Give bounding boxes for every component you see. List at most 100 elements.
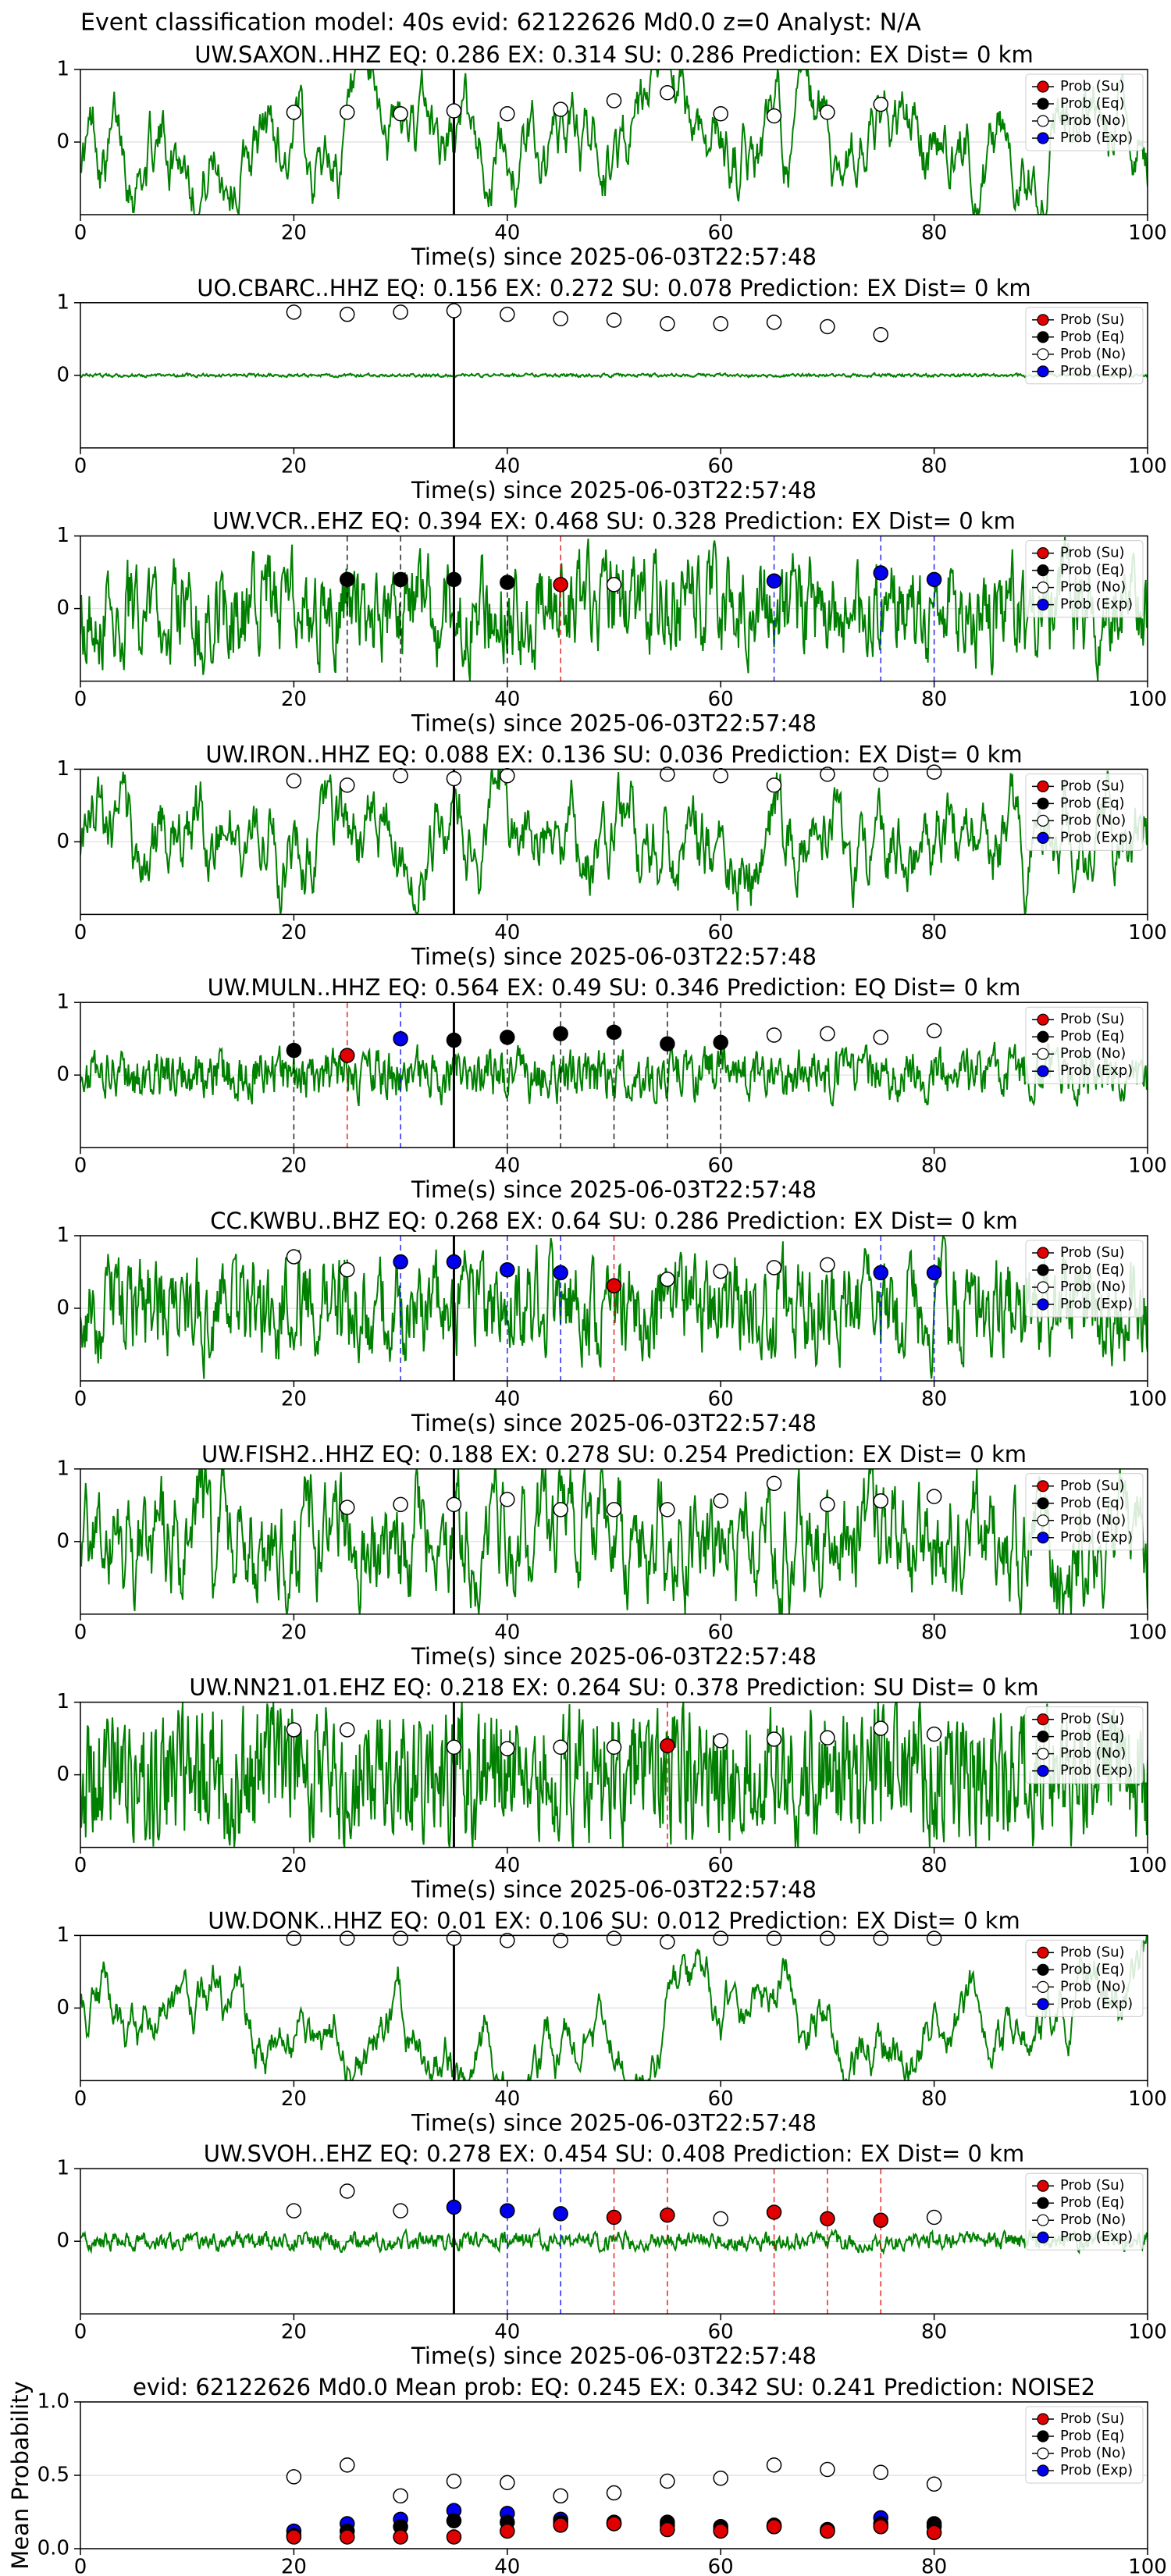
x-axis-label: Time(s) since 2025-06-03T22:57:48 <box>411 2109 817 2136</box>
probability-point <box>660 316 675 332</box>
legend-marker <box>1037 2231 1049 2243</box>
probability-point <box>553 1739 568 1756</box>
axes-frame <box>80 2401 1148 2549</box>
x-tick-label: 40 <box>494 921 520 945</box>
legend-label: Prob (Eq) <box>1060 1261 1125 1278</box>
probability-point <box>820 1730 835 1745</box>
legend-box <box>1025 2406 1144 2484</box>
x-tick-label: 20 <box>281 2556 307 2576</box>
legend-label: Prob (No) <box>1060 346 1126 362</box>
probability-point <box>660 85 675 101</box>
legend-label: Prob (No) <box>1060 579 1126 596</box>
probability-point <box>446 2513 462 2529</box>
probability-point <box>446 2529 462 2545</box>
legend-marker <box>1037 797 1049 810</box>
x-tick-label: 100 <box>1128 454 1167 478</box>
probability-point <box>873 1493 888 1509</box>
legend-box <box>1025 773 1144 851</box>
x-tick-label: 80 <box>921 1854 947 1877</box>
x-tick-label: 0 <box>74 454 87 478</box>
y-tick-label: 0 <box>56 1763 69 1786</box>
legend-marker <box>1037 1748 1049 1760</box>
probability-point <box>713 1733 728 1749</box>
probability-point <box>393 768 408 784</box>
probability-point <box>660 1036 675 1051</box>
legend-label: Prob (No) <box>1060 2211 1126 2228</box>
legend-marker <box>1037 1946 1049 1959</box>
waveform <box>80 1935 1148 2081</box>
legend-marker <box>1037 1731 1049 1743</box>
probability-point <box>766 315 782 330</box>
y-tick-label: 1 <box>56 757 69 781</box>
probability-point <box>340 1500 355 1515</box>
panel: UW.SAXON..HHZ EQ: 0.286 EX: 0.314 SU: 0.… <box>56 41 1166 270</box>
x-tick-label: 40 <box>494 222 520 245</box>
legend-marker <box>1037 1298 1049 1311</box>
probability-point <box>393 571 408 588</box>
panel: UW.MULN..HHZ EQ: 0.564 EX: 0.49 SU: 0.34… <box>56 974 1166 1203</box>
probability-point <box>340 1261 355 1278</box>
y-tick-label: 0.0 <box>37 2537 69 2560</box>
x-tick-label: 0 <box>74 921 87 945</box>
panel-title: UO.CBARC..HHZ EQ: 0.156 EX: 0.272 SU: 0.… <box>197 275 1030 301</box>
waveform <box>80 69 1148 215</box>
x-tick-label: 20 <box>281 222 307 245</box>
x-axis-label: Time(s) since 2025-06-03T22:57:48 <box>411 943 817 970</box>
probability-point <box>553 577 568 592</box>
probability-point <box>713 316 728 332</box>
legend-marker <box>1037 2430 1049 2443</box>
x-tick-label: 80 <box>921 688 947 711</box>
x-tick-label: 40 <box>494 454 520 478</box>
probability-point <box>553 101 568 117</box>
probability-point <box>553 2517 568 2533</box>
axes-frame <box>80 69 1148 215</box>
legend-label: Prob (Exp) <box>1060 2462 1133 2478</box>
panel: UO.CBARC..HHZ EQ: 0.156 EX: 0.272 SU: 0.… <box>56 275 1166 503</box>
legend-label: Prob (Exp) <box>1060 1062 1133 1079</box>
probability-point <box>713 2471 728 2486</box>
y-tick-label: 1 <box>56 1224 69 1247</box>
axes-frame <box>80 1468 1148 1615</box>
panel: UW.FISH2..HHZ EQ: 0.188 EX: 0.278 SU: 0.… <box>56 1441 1166 1670</box>
legend-marker <box>1037 1514 1049 1527</box>
probability-point <box>873 767 888 782</box>
axes-frame <box>80 302 1148 449</box>
y-tick-label: 1 <box>56 1923 69 1947</box>
x-tick-label: 100 <box>1128 2087 1167 2111</box>
y-tick-label: 0 <box>56 130 69 154</box>
waveform <box>80 1468 1148 1614</box>
x-tick-label: 80 <box>921 1155 947 1178</box>
x-tick-label: 100 <box>1128 2556 1167 2576</box>
x-tick-label: 40 <box>494 1621 520 1644</box>
legend-box <box>1025 73 1144 151</box>
probability-point <box>873 1720 888 1736</box>
legend-label: Prob (Eq) <box>1060 1961 1125 1977</box>
probability-point <box>393 1930 408 1946</box>
legend-box <box>1025 1240 1144 1318</box>
legend-marker <box>1037 1281 1049 1293</box>
probability-point <box>660 2473 675 2489</box>
legend-label: Prob (Su) <box>1060 78 1125 94</box>
legend-label: Prob (Su) <box>1060 2177 1125 2194</box>
panel: UW.IRON..HHZ EQ: 0.088 EX: 0.136 SU: 0.0… <box>56 741 1166 970</box>
probability-point <box>926 2476 942 2492</box>
x-tick-label: 20 <box>281 2321 307 2344</box>
legend-label: Prob (No) <box>1060 2445 1126 2461</box>
probability-point <box>286 1249 302 1265</box>
x-tick-label: 60 <box>708 1854 734 1877</box>
probability-point <box>873 2212 888 2228</box>
probability-point <box>926 1930 942 1946</box>
probability-point <box>340 105 355 120</box>
legend-marker <box>1037 2179 1049 2192</box>
panel-title: UW.NN21.01.EHZ EQ: 0.218 EX: 0.264 SU: 0… <box>189 1674 1038 1701</box>
probability-point <box>393 2529 408 2545</box>
probability-point <box>500 1492 515 1507</box>
probability-point <box>340 2529 355 2545</box>
probability-point <box>446 1930 462 1946</box>
probability-point <box>660 1738 675 1754</box>
probability-point <box>713 2523 728 2539</box>
panel: CC.KWBU..BHZ EQ: 0.268 EX: 0.64 SU: 0.28… <box>56 1208 1166 1436</box>
legend-marker <box>1037 80 1049 93</box>
probability-point <box>713 768 728 784</box>
probability-point <box>340 1930 355 1946</box>
